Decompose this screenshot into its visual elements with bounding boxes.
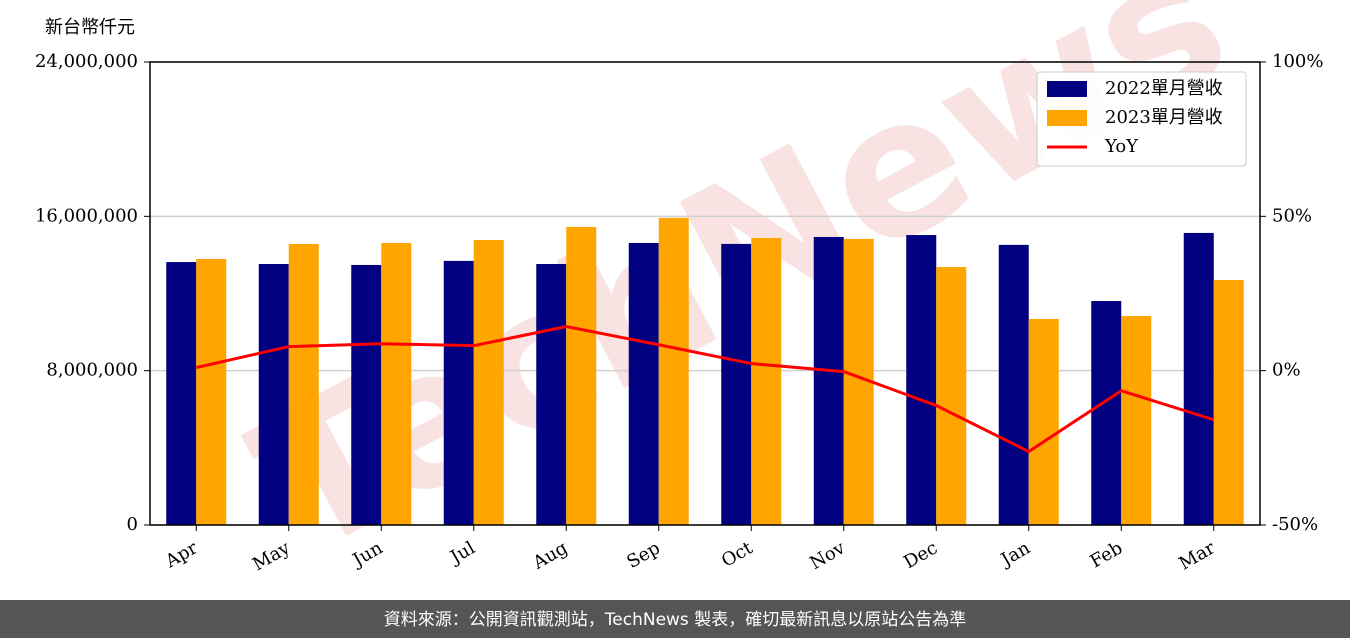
legend-label: 2023單月營收 [1105,107,1223,128]
bar [288,243,319,525]
y-tick-label: 16,000,000 [35,205,138,226]
y2-tick-label: 100% [1272,51,1323,72]
y-tick-label: 8,000,000 [46,360,138,381]
x-tick-label: Aug [529,537,572,574]
legend-label: YoY [1104,136,1139,157]
bar [628,242,659,526]
bar [166,262,197,525]
legend-label: 2022單月營收 [1105,78,1223,99]
x-tick-label: Jul [445,537,479,569]
bar [381,242,412,526]
bar [536,263,567,525]
x-tick-label: Feb [1087,537,1127,572]
bar [998,244,1029,525]
bar [566,226,597,525]
x-tick-label: Oct [718,537,757,572]
x-tick-label: Mar [1176,537,1220,574]
bar [258,263,289,525]
bar [1028,318,1059,525]
footer-text: 資料來源：公開資訊觀測站，TechNews 製表，確切最新訊息以原站公告為準 [384,610,966,630]
bar [1213,279,1244,525]
x-tick-label: Sep [623,537,663,572]
x-tick-label: Dec [900,537,941,573]
bar [751,237,782,525]
x-tick-label: Jan [996,537,1034,571]
legend-box [1036,71,1247,167]
bar [658,217,689,526]
y-tick-label: 24,000,000 [35,51,138,72]
legend-swatch [1047,81,1087,97]
bar [1121,316,1152,525]
y2-tick-label: -50% [1272,514,1318,535]
y2-tick-label: 0% [1272,360,1301,381]
bar [906,235,937,525]
line [195,324,1215,454]
bar [351,264,382,525]
y2-tick-label: 50% [1272,205,1312,226]
legend-swatch [1047,110,1087,126]
y-tick-label: 0 [127,514,138,535]
bar [936,267,967,525]
bar [1091,301,1122,525]
bar [473,240,504,526]
bar [443,260,474,525]
y-axis-label: 新台幣仟元 [45,17,135,38]
bar [1183,232,1214,525]
bar [813,236,844,526]
bar [721,243,752,525]
x-tick-label: Apr [161,537,201,572]
x-tick-label: Nov [806,537,849,574]
bar [196,258,227,525]
footer-bar [0,600,1350,638]
x-tick-label: May [249,537,294,575]
plot-frame [149,61,1261,526]
